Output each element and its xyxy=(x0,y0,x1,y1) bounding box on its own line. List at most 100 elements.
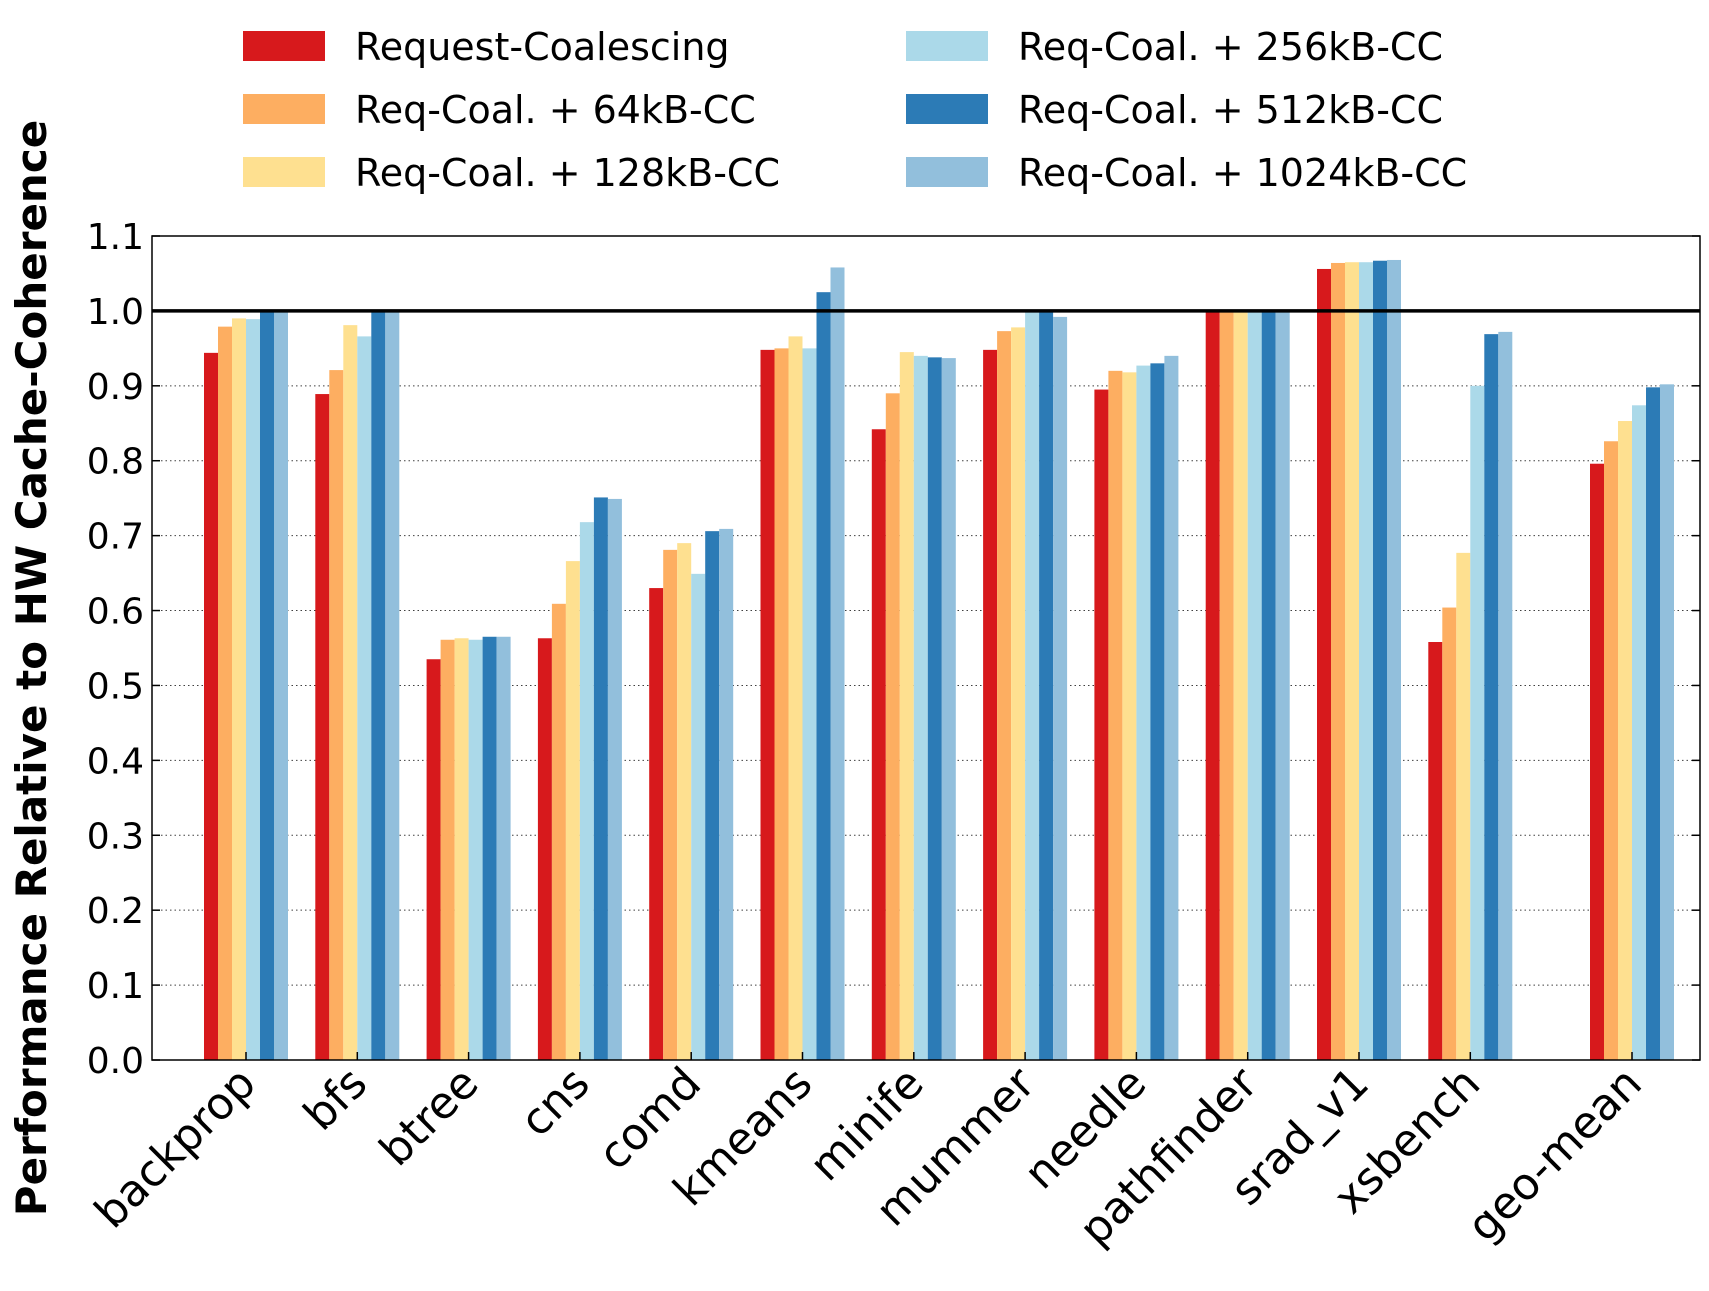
bar xyxy=(537,638,552,1060)
bar xyxy=(1359,262,1373,1061)
y-tick-label: 0.1 xyxy=(87,966,144,1007)
bar xyxy=(607,498,622,1060)
y-tick-label: 0.7 xyxy=(87,517,144,558)
bar xyxy=(802,348,817,1060)
bar xyxy=(1470,385,1485,1060)
bar xyxy=(1618,421,1632,1060)
y-tick-label: 1.0 xyxy=(87,292,144,333)
legend-label: Req-Coal. + 64kB-CC xyxy=(355,88,756,132)
bar xyxy=(496,636,511,1060)
bar xyxy=(1205,310,1220,1061)
bar xyxy=(593,497,608,1060)
bar xyxy=(1025,310,1040,1061)
bar xyxy=(1632,405,1646,1060)
bar xyxy=(719,528,734,1060)
bar xyxy=(1317,268,1331,1061)
y-tick-label: 1.1 xyxy=(87,217,144,258)
bar xyxy=(1387,259,1401,1060)
bar xyxy=(983,349,998,1060)
bar xyxy=(468,639,483,1060)
bar xyxy=(1456,552,1471,1060)
bar xyxy=(663,549,678,1060)
bar xyxy=(830,267,845,1061)
bar xyxy=(1428,642,1443,1060)
bar xyxy=(204,352,218,1061)
bar xyxy=(315,394,330,1060)
bar xyxy=(329,370,344,1060)
bar xyxy=(1011,327,1026,1060)
legend: Request-Coalescing Req-Coal. + 64kB-CC Req… xyxy=(243,25,1467,195)
bar xyxy=(774,348,789,1060)
bar xyxy=(1136,365,1151,1060)
bar xyxy=(551,603,566,1060)
bar xyxy=(760,349,775,1060)
legend-label: Req-Coal. + 1024kB-CC xyxy=(1018,151,1467,195)
bar xyxy=(274,310,288,1061)
bar xyxy=(1247,310,1262,1061)
bar xyxy=(1108,370,1123,1060)
bar xyxy=(260,312,274,1060)
bar xyxy=(440,639,455,1060)
bar xyxy=(343,325,358,1060)
bar xyxy=(1039,310,1054,1061)
y-tick-label: 0.8 xyxy=(87,442,144,483)
y-tick-label: 0.3 xyxy=(87,816,144,857)
legend-label: Req-Coal. + 128kB-CC xyxy=(355,151,780,195)
y-tick-label: 0.4 xyxy=(87,741,144,782)
bar xyxy=(788,336,803,1060)
bar xyxy=(482,636,497,1060)
y-tick-label: 0.6 xyxy=(87,592,144,633)
bar xyxy=(1275,310,1290,1061)
bar xyxy=(691,573,706,1060)
legend-label: Req-Coal. + 512kB-CC xyxy=(1018,88,1443,132)
bar xyxy=(649,588,664,1060)
bar xyxy=(1604,441,1618,1060)
y-tick-label: 0.0 xyxy=(87,1041,144,1082)
bar xyxy=(1442,607,1457,1060)
bar xyxy=(816,292,831,1060)
bar xyxy=(1331,262,1345,1060)
bar xyxy=(927,357,942,1060)
bar xyxy=(357,336,372,1060)
bar xyxy=(579,522,594,1060)
legend-swatch xyxy=(243,157,325,187)
bar xyxy=(1261,310,1276,1061)
bar xyxy=(1373,260,1387,1061)
bar xyxy=(677,543,692,1060)
bar xyxy=(1646,387,1660,1060)
bar xyxy=(705,531,720,1060)
bar xyxy=(246,319,260,1061)
bar xyxy=(426,659,441,1060)
bar xyxy=(913,355,928,1060)
y-axis-ticks: 0.0 0.1 0.2 0.3 0.4 0.5 0.6 0.7 0.8 0.9 1.0 1.1 xyxy=(87,217,1700,1082)
legend-label: Req-Coal. + 256kB-CC xyxy=(1018,25,1443,69)
bar xyxy=(1094,389,1109,1061)
legend-swatch xyxy=(906,94,988,124)
y-tick-label: 0.9 xyxy=(87,367,144,408)
bar xyxy=(997,331,1012,1061)
bar xyxy=(1498,331,1513,1060)
bar xyxy=(385,310,400,1061)
bar xyxy=(1660,384,1674,1060)
plot-frame xyxy=(151,235,1701,1061)
bar xyxy=(941,358,956,1060)
bar xyxy=(1345,262,1359,1061)
bar xyxy=(565,561,580,1060)
legend-label: Request-Coalescing xyxy=(355,25,730,69)
legend-swatch xyxy=(906,31,988,61)
legend-swatch xyxy=(243,94,325,124)
bar xyxy=(1219,310,1234,1061)
bar xyxy=(1150,363,1165,1060)
bar xyxy=(218,326,232,1060)
bar xyxy=(1164,355,1179,1060)
bars-group xyxy=(204,259,1674,1061)
bar xyxy=(1590,463,1604,1060)
bar xyxy=(371,310,386,1061)
bar xyxy=(232,318,246,1060)
y-axis-label: Performance Relative to HW Cache-Coheren… xyxy=(7,120,56,1216)
bar xyxy=(1233,310,1248,1061)
legend-swatch xyxy=(243,31,325,61)
bar xyxy=(1122,372,1137,1060)
bar xyxy=(454,638,469,1060)
bar xyxy=(885,393,900,1060)
